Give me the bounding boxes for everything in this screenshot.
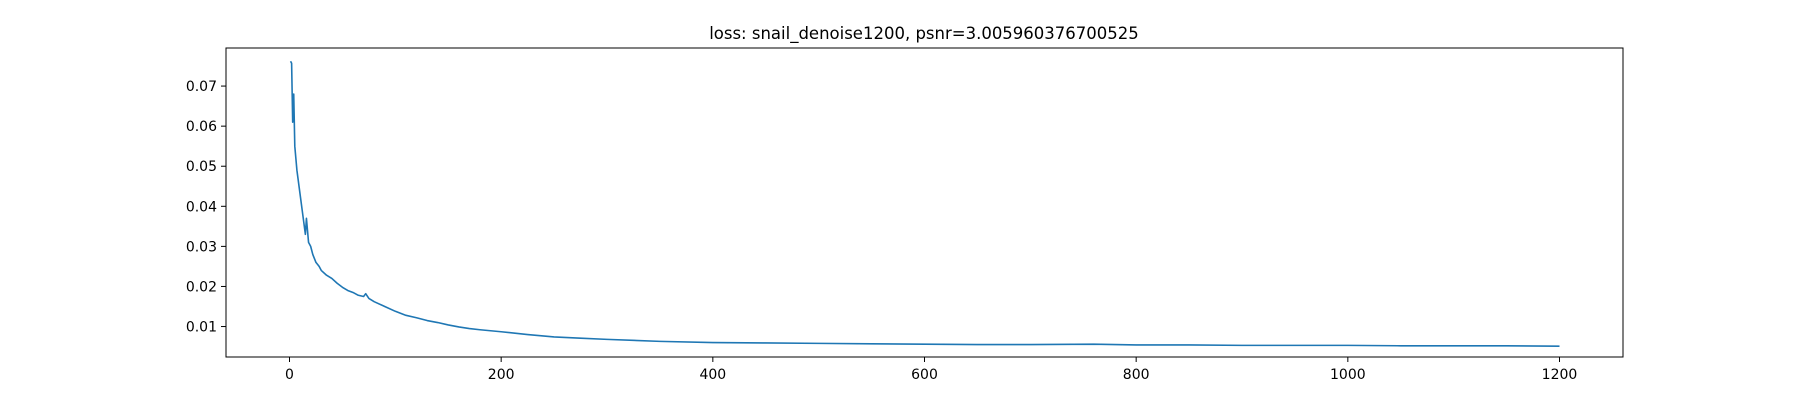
x-tick-label: 200 (488, 367, 515, 383)
chart-title: loss: snail_denoise1200, psnr=3.00596037… (709, 24, 1139, 44)
x-tick-label: 1200 (1542, 367, 1578, 383)
y-tick-label: 0.04 (186, 199, 217, 215)
loss-series-line (289, 60, 1560, 347)
x-tick-label: 800 (1123, 367, 1150, 383)
x-tick-label: 1000 (1330, 367, 1366, 383)
y-tick-label: 0.07 (186, 79, 217, 95)
y-axis: 0.01 0.02 0.03 0.04 0.05 0.06 0.07 (186, 79, 226, 336)
x-tick-label: 600 (911, 367, 938, 383)
y-tick-label: 0.06 (186, 119, 217, 135)
y-tick-label: 0.01 (186, 320, 217, 336)
x-axis: 0 200 400 600 800 1000 1200 (285, 357, 1577, 383)
y-tick-label: 0.03 (186, 239, 217, 255)
x-tick-label: 400 (699, 367, 726, 383)
plot-area-frame (225, 47, 1624, 358)
x-tick-label: 0 (285, 367, 294, 383)
y-tick-label: 0.02 (186, 279, 217, 295)
y-tick-label: 0.05 (186, 159, 217, 175)
